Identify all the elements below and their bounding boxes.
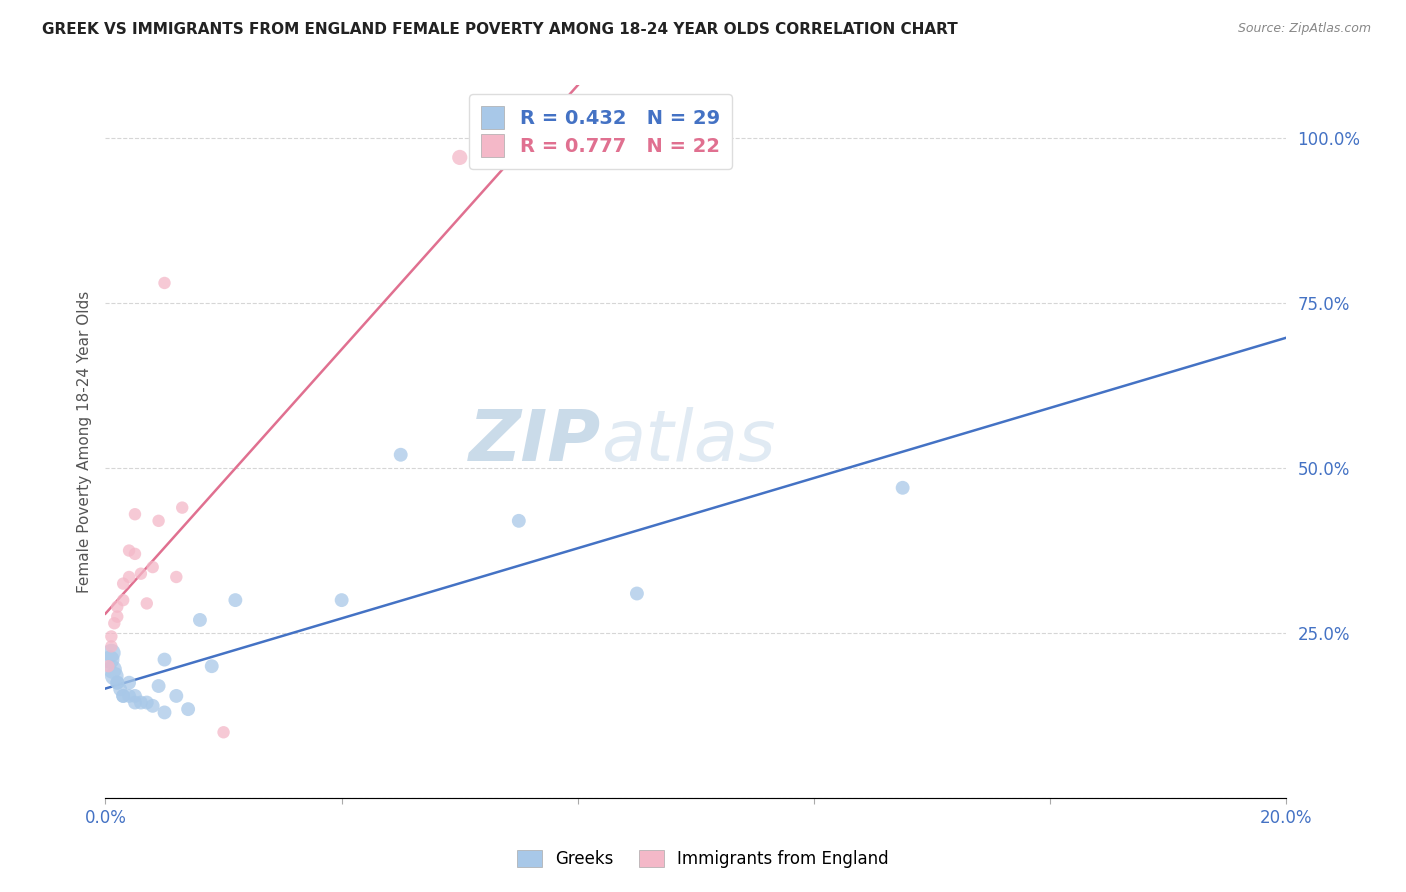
Point <box>100 630 122 644</box>
Point <box>103 669 125 683</box>
Point <box>105 675 128 690</box>
Text: Source: ZipAtlas.com: Source: ZipAtlas.com <box>1237 22 1371 36</box>
Point <box>449 150 471 164</box>
Point <box>101 663 124 677</box>
Point <box>153 652 176 666</box>
Point <box>118 543 141 558</box>
Legend: R = 0.432   N = 29, R = 0.777   N = 22: R = 0.432 N = 29, R = 0.777 N = 22 <box>470 95 733 169</box>
Point <box>105 599 128 614</box>
Point <box>153 276 176 290</box>
Point <box>188 613 211 627</box>
Point <box>891 481 914 495</box>
Point <box>165 689 187 703</box>
Point <box>110 682 132 697</box>
Point <box>112 593 135 607</box>
Point <box>626 586 648 600</box>
Point <box>105 609 128 624</box>
Point <box>148 514 170 528</box>
Point <box>112 689 135 703</box>
Point <box>118 570 141 584</box>
Text: atlas: atlas <box>602 407 776 476</box>
Point <box>124 696 146 710</box>
Point <box>135 696 157 710</box>
Point <box>172 500 194 515</box>
Point <box>537 130 560 145</box>
Text: GREEK VS IMMIGRANTS FROM ENGLAND FEMALE POVERTY AMONG 18-24 YEAR OLDS CORRELATIO: GREEK VS IMMIGRANTS FROM ENGLAND FEMALE … <box>42 22 957 37</box>
Point <box>118 675 141 690</box>
Legend: Greeks, Immigrants from England: Greeks, Immigrants from England <box>510 843 896 875</box>
Point <box>129 566 152 581</box>
Point <box>177 702 200 716</box>
Point <box>153 706 176 720</box>
Text: ZIP: ZIP <box>470 407 602 476</box>
Point <box>100 640 122 654</box>
Point <box>212 725 235 739</box>
Point <box>142 560 165 574</box>
Point <box>224 593 246 607</box>
Point <box>112 576 135 591</box>
Point <box>124 507 146 521</box>
Y-axis label: Female Poverty Among 18-24 Year Olds: Female Poverty Among 18-24 Year Olds <box>77 291 93 592</box>
Point <box>330 593 353 607</box>
Point <box>100 646 122 660</box>
Point <box>389 448 412 462</box>
Point <box>148 679 170 693</box>
Point <box>124 689 146 703</box>
Point <box>105 675 128 690</box>
Point <box>118 689 141 703</box>
Point <box>98 652 121 666</box>
Point <box>135 596 157 610</box>
Point <box>129 696 152 710</box>
Point <box>103 616 125 631</box>
Point <box>124 547 146 561</box>
Point <box>142 698 165 713</box>
Point <box>112 689 135 703</box>
Point <box>508 514 530 528</box>
Point <box>201 659 224 673</box>
Point <box>165 570 187 584</box>
Point <box>97 659 120 673</box>
